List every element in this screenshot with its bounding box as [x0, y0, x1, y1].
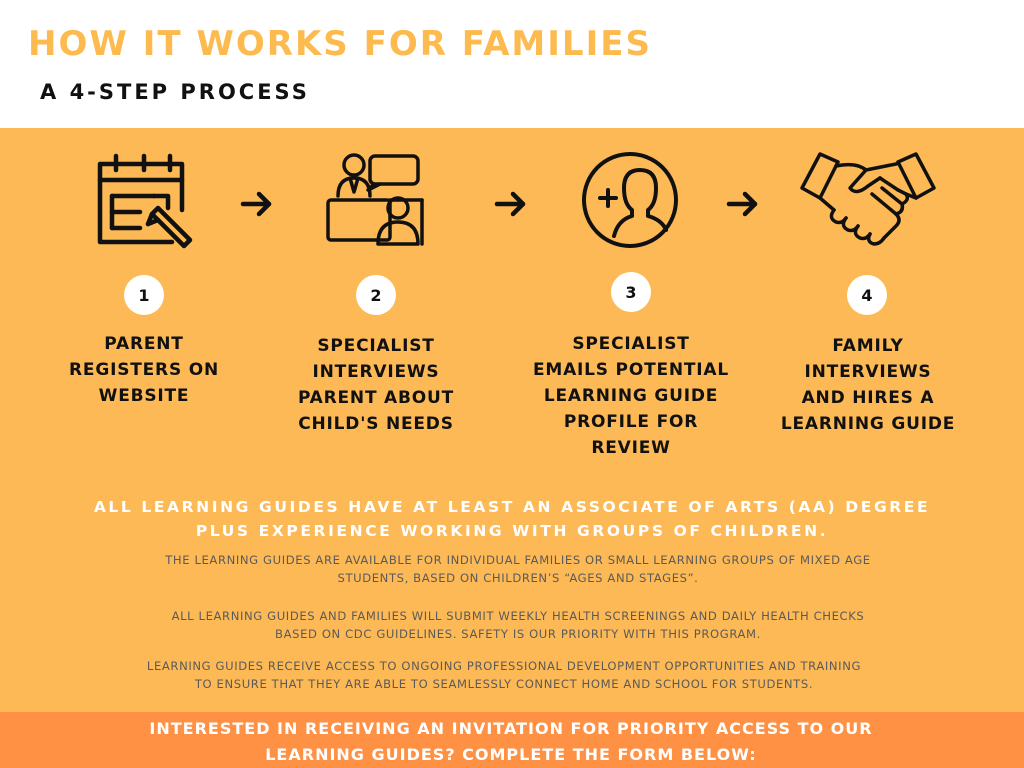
step-text-line: FAMILY — [832, 336, 904, 356]
handshake-icon — [798, 148, 938, 252]
paragraph-line: TO ENSURE THAT THEY ARE ABLE TO SEAMLESS… — [194, 677, 814, 691]
step-number-badge: 4 — [847, 275, 887, 315]
step-text-line: AND HIRES A — [801, 388, 935, 408]
step-text-line: PROFILE FOR — [563, 412, 699, 432]
step-number-badge: 1 — [124, 275, 164, 315]
step-text-line: SPECIALIST — [572, 334, 690, 354]
step-text-line: INTERVIEWS — [804, 362, 932, 382]
arrow-right-icon — [240, 190, 274, 218]
step-number-badge: 3 — [611, 272, 651, 312]
availability-paragraph: THE LEARNING GUIDES ARE AVAILABLE FOR IN… — [40, 551, 996, 587]
paragraph-line: ALL LEARNING GUIDES AND FAMILIES WILL SU… — [171, 609, 865, 623]
step-text-line: INTERVIEWS — [312, 362, 440, 382]
guides-qualification-note: ALL LEARNING GUIDES HAVE AT LEAST AN ASS… — [40, 495, 984, 543]
development-paragraph: LEARNING GUIDES RECEIVE ACCESS TO ONGOIN… — [28, 657, 980, 693]
step-text-line: PARENT — [104, 334, 184, 354]
calendar-pencil-icon — [92, 150, 196, 254]
add-user-icon — [578, 150, 682, 254]
arrow-right-icon — [494, 190, 528, 218]
step-text-line: CHILD'S NEEDS — [298, 414, 454, 434]
step-text-line: PARENT ABOUT — [297, 388, 455, 408]
arrow-right-icon — [726, 190, 760, 218]
step-text-line: EMAILS POTENTIAL — [532, 360, 730, 380]
footer-line: INTERESTED IN RECEIVING AN INVITATION FO… — [149, 719, 873, 738]
page-subtitle: A 4-STEP PROCESS — [40, 80, 310, 104]
paragraph-line: STUDENTS, BASED ON CHILDREN’S “AGES AND … — [337, 571, 699, 585]
footer-call-to-action: INTERESTED IN RECEIVING AN INVITATION FO… — [0, 716, 1023, 768]
step-text-line: WEBSITE — [98, 386, 190, 406]
step-text-line: REVIEW — [591, 438, 671, 458]
step-text-line: LEARNING GUIDE — [543, 386, 719, 406]
header: HOW IT WORKS FOR FAMILIES A 4-STEP PROCE… — [0, 0, 1024, 128]
page-title: HOW IT WORKS FOR FAMILIES — [28, 24, 652, 64]
footer-banner — [0, 712, 1024, 768]
step-2-description: SPECIALIST INTERVIEWS PARENT ABOUT CHILD… — [276, 333, 476, 437]
step-text-line: SPECIALIST — [317, 336, 435, 356]
health-paragraph: ALL LEARNING GUIDES AND FAMILIES WILL SU… — [40, 607, 996, 643]
note-line: ALL LEARNING GUIDES HAVE AT LEAST AN ASS… — [93, 498, 931, 516]
step-1-description: PARENT REGISTERS ON WEBSITE — [44, 331, 244, 409]
step-text-line: REGISTERS ON — [69, 360, 219, 380]
step-3-description: SPECIALIST EMAILS POTENTIAL LEARNING GUI… — [516, 331, 746, 461]
footer-line: LEARNING GUIDES? COMPLETE THE FORM BELOW… — [265, 745, 757, 764]
paragraph-line: BASED ON CDC GUIDELINES. SAFETY IS OUR P… — [275, 627, 761, 641]
step-number-badge: 2 — [356, 275, 396, 315]
step-4-description: FAMILY INTERVIEWS AND HIRES A LEARNING G… — [758, 333, 978, 437]
step-text-line: LEARNING GUIDE — [780, 414, 956, 434]
process-panel — [0, 128, 1024, 712]
note-line: PLUS EXPERIENCE WORKING WITH GROUPS OF C… — [195, 522, 829, 540]
interview-icon — [324, 150, 428, 254]
paragraph-line: THE LEARNING GUIDES ARE AVAILABLE FOR IN… — [165, 553, 871, 567]
paragraph-line: LEARNING GUIDES RECEIVE ACCESS TO ONGOIN… — [146, 659, 862, 673]
